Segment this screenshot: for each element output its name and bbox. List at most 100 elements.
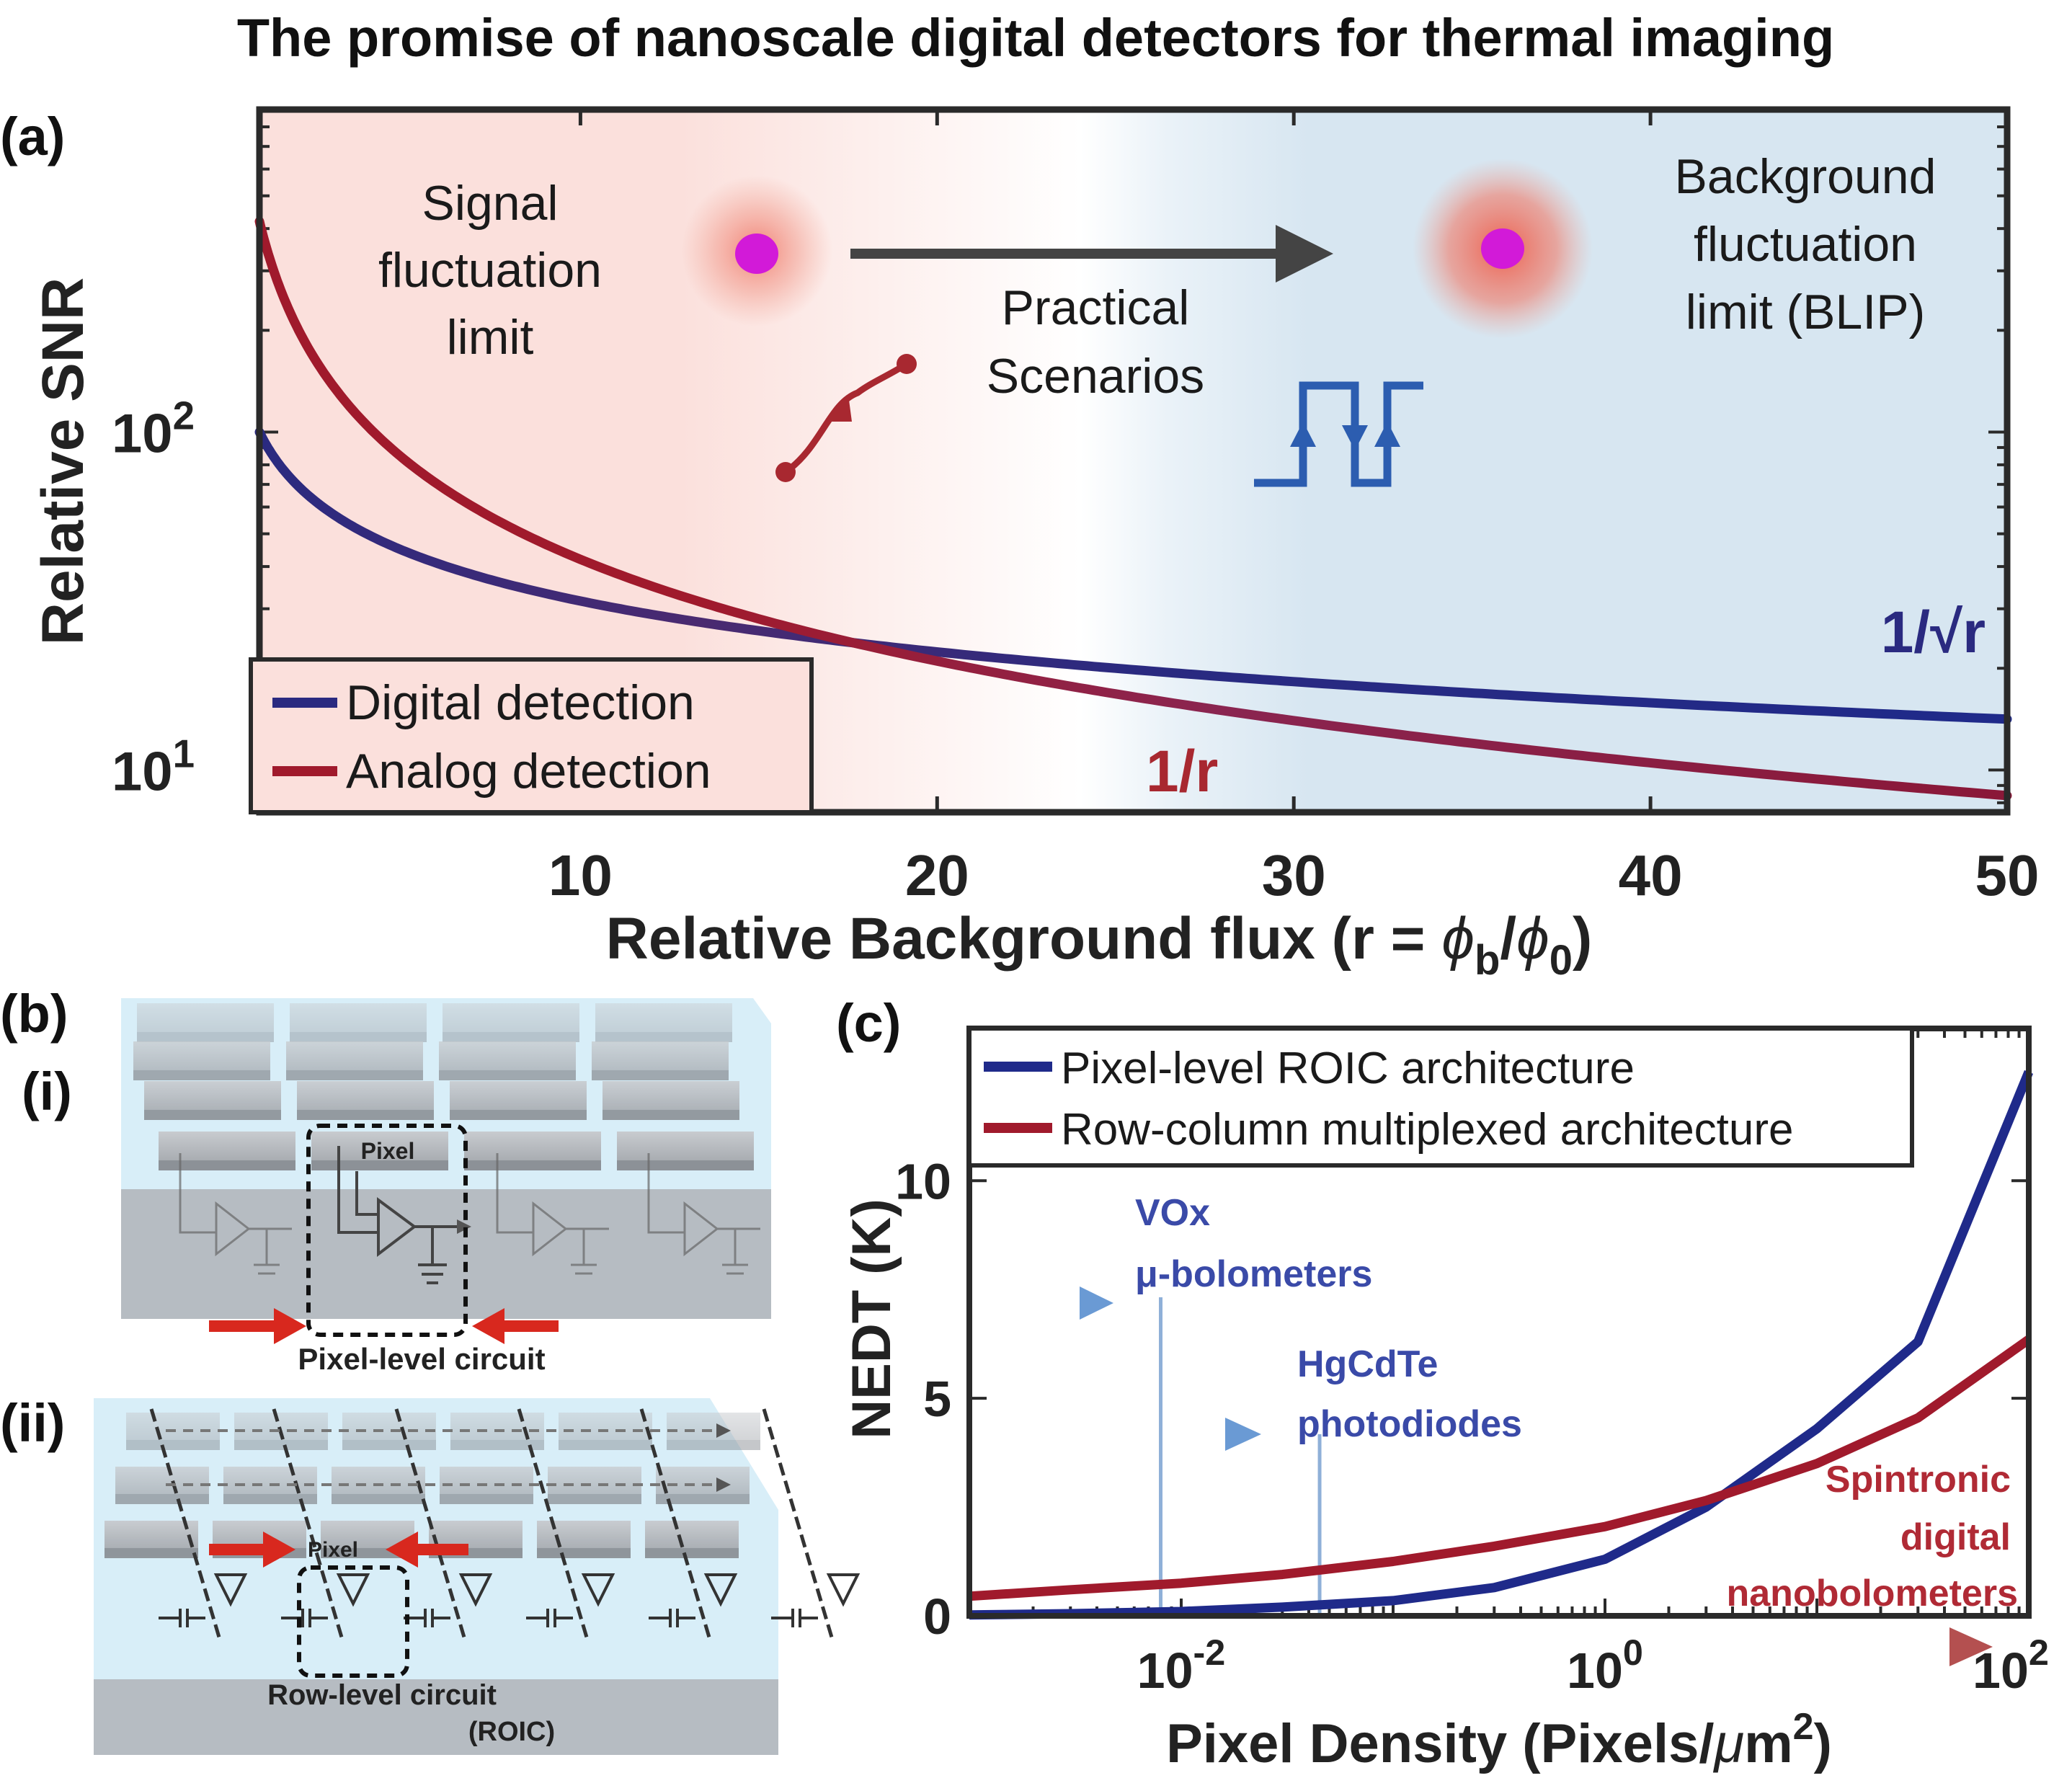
panel-a-label: (a) (0, 107, 65, 166)
hgcdte-annotation: HgCdTe photodiodes (1297, 1343, 1522, 1445)
amplifier-icon (826, 1573, 861, 1607)
row-level-illustration: (ii) Pixel Row-level circuit (ROIC) (0, 1393, 861, 1755)
panel-a-legend: Digital detection Analog detection (249, 657, 814, 814)
digital-signal-icon (1254, 381, 1423, 487)
y-tick-label: 101 (112, 731, 195, 802)
svg-text:Scenarios: Scenarios (987, 349, 1204, 404)
pixel-chip-grid (133, 1003, 760, 1275)
pixel-chip (592, 1041, 729, 1080)
legend-row-column-multiplexed: Row-column multiplexed architecture (1061, 1105, 1794, 1155)
pixel-chip (297, 1081, 434, 1120)
legend-pixel-level-roic: Pixel-level ROIC architecture (1061, 1044, 1635, 1093)
x-tick-label: 10-2 (1137, 1632, 1226, 1699)
vox-annotation: VOx μ-bolometers (1135, 1192, 1372, 1295)
pixel-chip (439, 1041, 576, 1080)
background-photon-dot (1481, 228, 1524, 269)
pixel-chip (559, 1413, 652, 1450)
svg-text:Background: Background (1675, 149, 1937, 204)
svg-text:Practical: Practical (1002, 280, 1190, 335)
series-line-pixel-level (969, 1070, 2034, 1620)
pixel-level-circuit-caption: Pixel-level circuit (298, 1342, 545, 1376)
left-red-arrow-icon-ii (209, 1532, 295, 1568)
signal-fluctuation-limit-label: Signal fluctuation limit (378, 176, 602, 365)
sub-panel-i-label: (i) (22, 1062, 72, 1121)
pixel-chip (450, 1081, 587, 1120)
hgcdte-arrow-icon (1027, 1418, 1261, 1451)
amplifier-icon (213, 1573, 248, 1607)
panel-b: (b) (i) Pixel Pixel- (0, 984, 861, 1755)
figure-title: The promise of nanoscale digital detecto… (237, 8, 1834, 68)
svg-text:nanobolometers: nanobolometers (1727, 1573, 2019, 1614)
svg-text:fluctuation: fluctuation (378, 243, 602, 298)
pixel-chip (286, 1041, 423, 1080)
svg-text:Signal: Signal (422, 176, 558, 231)
readout-line (272, 1408, 344, 1640)
readout-line (394, 1408, 467, 1640)
row-readout-lines (149, 1408, 861, 1640)
inverse-r-label: 1/r (1146, 739, 1218, 804)
practical-scenarios-label: Practical Scenarios (987, 280, 1204, 404)
x-tick-label: 50 (1975, 843, 2040, 907)
pixel-chip (548, 1467, 641, 1504)
panel-c-markers (1159, 1297, 1322, 1616)
pixel-chip (105, 1521, 198, 1558)
series-line-analog (254, 216, 2012, 801)
capacitor-icon (281, 1609, 328, 1627)
signal-photon-dot (735, 234, 778, 274)
amplifier-icon (458, 1573, 493, 1607)
inverse-sqrt-label: 1/√r (1881, 600, 1986, 665)
pixel-chip (311, 1132, 448, 1170)
pixel-label-i: Pixel (361, 1138, 415, 1164)
pixel-chip (290, 1003, 427, 1042)
series-line-row-column (969, 1335, 2032, 1601)
vox-arrow-icon (977, 1286, 1113, 1320)
sub-panel-ii-label: (ii) (0, 1393, 65, 1453)
svg-text:fluctuation: fluctuation (1694, 217, 1917, 272)
capacitor-icon (649, 1609, 695, 1627)
pixel-chip (595, 1003, 732, 1042)
pixel-chip (342, 1413, 436, 1450)
readout-line (517, 1408, 590, 1640)
blip-label: Background fluctuation limit (BLIP) (1675, 149, 1937, 339)
panel-a-frame (256, 106, 2011, 816)
pixel-chip (115, 1467, 209, 1504)
left-red-arrow-icon (209, 1308, 306, 1344)
pixel-chip (440, 1467, 533, 1504)
svg-text:limit: limit (447, 310, 534, 365)
amplifier-icon (703, 1573, 738, 1607)
pixel-chip (464, 1132, 601, 1170)
panel-a-ticks: 10 20 30 40 50 101 102 (112, 108, 2040, 907)
pixel-circuit-faint (647, 1153, 760, 1275)
pixel-chip (133, 1041, 270, 1080)
pixel-chip (144, 1081, 281, 1120)
x-tick-label: 10 (548, 843, 613, 907)
capacitor-icon (159, 1609, 205, 1627)
amplifier-icon (336, 1573, 370, 1607)
pixel-chip (617, 1132, 754, 1170)
pixel-chip (126, 1413, 220, 1450)
x-tick-label: 40 (1619, 843, 1683, 907)
spintronic-annotation: Spintronic digital nanobolometers (1727, 1459, 2019, 1614)
svg-text:limit (BLIP): limit (BLIP) (1686, 285, 1925, 339)
capacitor-icon (526, 1609, 573, 1627)
panel-a-series (254, 216, 2012, 801)
pixel-circuit (337, 1146, 471, 1284)
pixel-chip (137, 1003, 274, 1042)
panel-a: (a) 10 20 30 40 50 101 102 Signal fluctuation … (0, 106, 2040, 984)
panel-a-y-axis-label: Relative SNR (30, 277, 96, 645)
panel-b-label: (b) (0, 984, 68, 1044)
legend-digital-detection: Digital detection (346, 675, 695, 730)
pixel-chip (223, 1467, 317, 1504)
svg-text:digital: digital (1900, 1516, 2011, 1558)
panel-c-label: (c) (836, 993, 901, 1053)
panel-c-series (969, 1070, 2034, 1620)
pixel-level-illustration: (i) Pixel Pixel-level circuit (22, 998, 771, 1376)
y-tick-label: 5 (923, 1371, 951, 1427)
svg-text:VOx: VOx (1135, 1192, 1210, 1234)
roic-caption: (ROIC) (468, 1717, 555, 1747)
pixel-highlight-box (306, 1124, 468, 1337)
pixel-chip (332, 1467, 425, 1504)
pixel-chip (645, 1521, 739, 1558)
y-tick-label: 10 (895, 1153, 951, 1209)
